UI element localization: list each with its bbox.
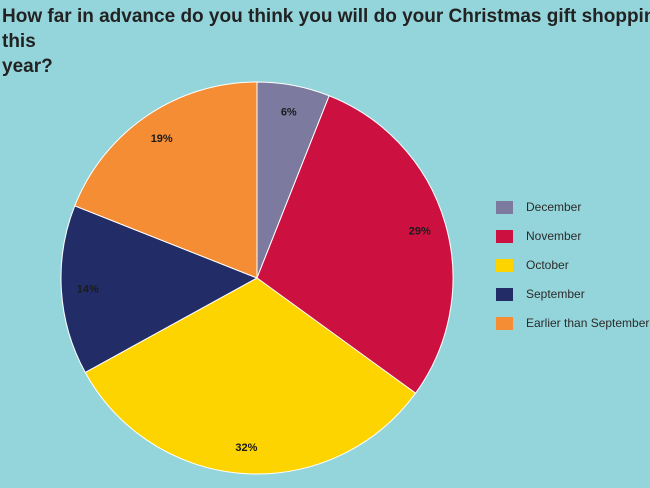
legend: December November October September Earlier … bbox=[496, 200, 649, 345]
legend-label: November bbox=[526, 229, 582, 243]
slice-value-label: 19% bbox=[151, 133, 173, 145]
legend-swatch bbox=[496, 229, 513, 243]
legend-label: December bbox=[526, 200, 582, 214]
legend-swatch bbox=[496, 258, 513, 272]
legend-item: Earlier than September bbox=[496, 316, 649, 330]
pie-slice-september bbox=[60, 205, 259, 374]
pie-slice-earlier-than-september bbox=[74, 81, 258, 279]
legend-item: November bbox=[496, 229, 649, 243]
slice-value-label: 29% bbox=[409, 226, 431, 238]
legend-swatch bbox=[496, 287, 513, 301]
legend-swatch bbox=[496, 200, 513, 214]
legend-label: September bbox=[526, 287, 585, 301]
legend-label: Earlier than September bbox=[526, 316, 650, 330]
pie-slice-november bbox=[256, 95, 454, 394]
slice-value-label: 14% bbox=[77, 284, 99, 296]
legend-swatch bbox=[496, 316, 513, 330]
legend-item: September bbox=[496, 287, 649, 301]
pie-slice-october bbox=[84, 277, 417, 475]
legend-label: October bbox=[526, 258, 569, 272]
slice-value-label: 6% bbox=[281, 106, 297, 118]
legend-item: October bbox=[496, 258, 649, 272]
slice-value-label: 32% bbox=[235, 442, 257, 454]
chart-title: How far in advance do you think you will… bbox=[2, 6, 650, 77]
legend-item: December bbox=[496, 200, 649, 214]
